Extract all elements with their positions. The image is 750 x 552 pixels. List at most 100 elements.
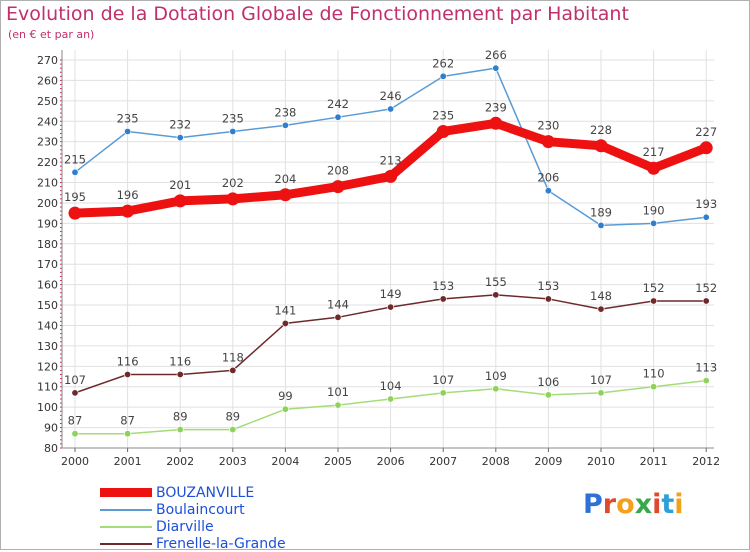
data-point-boulaincourt <box>439 72 447 80</box>
data-point-diarville <box>702 377 710 385</box>
data-label-diarville: 113 <box>695 361 717 375</box>
logo-letter: t <box>661 489 675 520</box>
data-label-frenelle-la-grande: 148 <box>590 289 612 303</box>
data-label-diarville: 104 <box>380 379 402 393</box>
data-point-boulaincourt <box>387 105 395 113</box>
data-point-boulaincourt <box>702 213 710 221</box>
data-point-bouzanville <box>699 141 713 155</box>
data-label-diarville: 109 <box>485 369 507 383</box>
data-point-bouzanville <box>436 124 450 138</box>
data-point-bouzanville <box>226 192 240 206</box>
data-point-frenelle-la-grande <box>334 313 342 321</box>
data-point-bouzanville <box>278 188 292 202</box>
y-tick-label: 210 <box>37 177 58 190</box>
data-point-frenelle-la-grande <box>387 303 395 311</box>
y-tick-label: 250 <box>37 95 58 108</box>
data-label-boulaincourt: 193 <box>695 197 717 211</box>
data-point-bouzanville <box>121 204 135 218</box>
y-tick-label: 170 <box>37 258 58 271</box>
data-label-frenelle-la-grande: 116 <box>169 354 191 368</box>
data-label-boulaincourt: 189 <box>590 205 612 219</box>
data-point-frenelle-la-grande <box>71 389 79 397</box>
data-label-bouzanville: 227 <box>695 125 717 139</box>
data-point-bouzanville <box>541 135 555 149</box>
legend-swatch-diarville <box>100 525 152 528</box>
data-point-boulaincourt <box>334 113 342 121</box>
data-label-bouzanville: 195 <box>64 190 86 204</box>
data-label-frenelle-la-grande: 116 <box>117 354 139 368</box>
data-label-frenelle-la-grande: 152 <box>643 281 665 295</box>
chart-title: Evolution de la Dotation Globale de Fonc… <box>6 3 629 25</box>
data-point-bouzanville <box>68 206 82 220</box>
data-label-bouzanville: 235 <box>432 108 454 122</box>
logo-letter: i <box>652 489 662 520</box>
data-label-frenelle-la-grande: 141 <box>274 303 296 317</box>
data-label-diarville: 99 <box>278 389 293 403</box>
y-tick-label: 130 <box>37 340 58 353</box>
data-label-boulaincourt: 235 <box>117 111 139 125</box>
data-point-diarville <box>71 430 79 438</box>
data-point-frenelle-la-grande <box>492 291 500 299</box>
data-point-boulaincourt <box>176 134 184 142</box>
data-point-frenelle-la-grande <box>229 366 237 374</box>
data-label-boulaincourt: 262 <box>432 56 454 70</box>
y-tick-label: 80 <box>44 442 58 455</box>
y-tick-label: 140 <box>37 319 58 332</box>
chart-subtitle: (en € et par an) <box>8 28 95 41</box>
data-label-diarville: 106 <box>537 375 559 389</box>
data-point-frenelle-la-grande <box>281 319 289 327</box>
data-point-frenelle-la-grande <box>439 295 447 303</box>
data-point-boulaincourt <box>229 127 237 135</box>
data-point-bouzanville <box>173 194 187 208</box>
data-label-bouzanville: 217 <box>643 145 665 159</box>
y-tick-label: 270 <box>37 54 58 67</box>
legend-swatch-frenelle <box>100 542 152 545</box>
data-point-diarville <box>439 389 447 397</box>
data-label-frenelle-la-grande: 153 <box>537 279 559 293</box>
data-point-diarville <box>124 430 132 438</box>
data-point-diarville <box>334 401 342 409</box>
data-point-boulaincourt <box>71 168 79 176</box>
data-point-bouzanville <box>594 139 608 153</box>
y-tick-label: 260 <box>37 74 58 87</box>
data-label-frenelle-la-grande: 144 <box>327 297 349 311</box>
y-tick-label: 150 <box>37 299 58 312</box>
data-label-bouzanville: 213 <box>380 153 402 167</box>
data-point-boulaincourt <box>650 219 658 227</box>
data-label-bouzanville: 196 <box>117 188 139 202</box>
data-point-frenelle-la-grande <box>650 297 658 305</box>
data-label-diarville: 87 <box>120 414 135 428</box>
y-tick-label: 120 <box>37 360 58 373</box>
data-label-diarville: 101 <box>327 385 349 399</box>
data-point-bouzanville <box>647 161 661 175</box>
data-point-frenelle-la-grande <box>702 297 710 305</box>
data-label-frenelle-la-grande: 155 <box>485 275 507 289</box>
data-label-boulaincourt: 190 <box>643 203 665 217</box>
legend-label-bouzanville: BOUZANVILLE <box>156 484 255 501</box>
legend-swatch-bouzanville <box>100 488 152 497</box>
data-point-boulaincourt <box>597 221 605 229</box>
data-point-diarville <box>387 395 395 403</box>
data-label-bouzanville: 228 <box>590 123 612 137</box>
data-label-boulaincourt: 235 <box>222 111 244 125</box>
data-point-frenelle-la-grande <box>597 305 605 313</box>
x-tick-label: 2009 <box>534 455 562 468</box>
data-point-diarville <box>597 389 605 397</box>
data-label-diarville: 110 <box>643 367 665 381</box>
data-label-diarville: 89 <box>225 410 240 424</box>
data-point-bouzanville <box>489 116 503 130</box>
data-label-bouzanville: 208 <box>327 164 349 178</box>
y-tick-label: 220 <box>37 156 58 169</box>
data-point-diarville <box>176 426 184 434</box>
data-point-frenelle-la-grande <box>124 370 132 378</box>
y-tick-label: 230 <box>37 136 58 149</box>
data-point-diarville <box>281 405 289 413</box>
data-label-diarville: 107 <box>590 373 612 387</box>
data-point-diarville <box>544 391 552 399</box>
data-label-diarville: 107 <box>432 373 454 387</box>
data-label-boulaincourt: 232 <box>169 118 191 132</box>
data-label-frenelle-la-grande: 152 <box>695 281 717 295</box>
x-tick-label: 2002 <box>166 455 194 468</box>
x-tick-label: 2004 <box>271 455 299 468</box>
